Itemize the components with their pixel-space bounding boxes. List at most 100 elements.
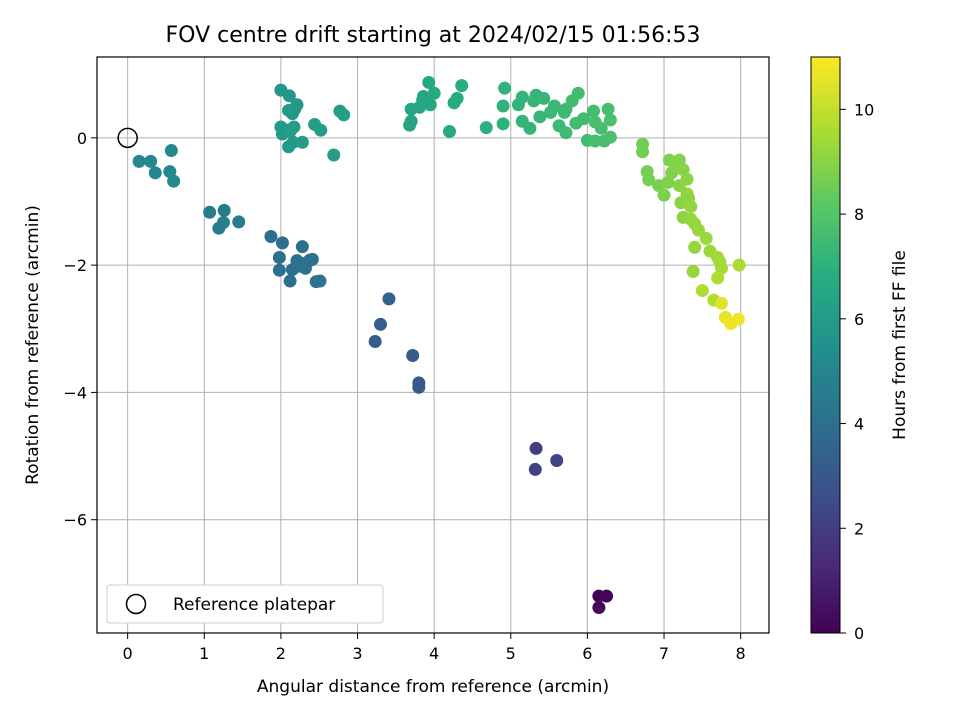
scatter-point [714, 296, 728, 310]
scatter-point [442, 124, 456, 138]
scatter-point [550, 454, 564, 468]
scatter-point [272, 250, 286, 264]
colorbar-tick-label: 10 [854, 100, 874, 119]
plot-frame [96, 56, 770, 634]
data-points [132, 75, 746, 615]
x-tick-label: 4 [429, 644, 439, 663]
colorbar: 0 2 4 6 8 10 Hours from first FF file [810, 56, 910, 643]
scatter-point [515, 90, 529, 104]
legend-marker [125, 593, 147, 615]
scatter-point [601, 102, 615, 116]
grid-lines [97, 57, 769, 633]
scatter-point [422, 75, 436, 89]
scatter-point [216, 215, 230, 229]
scatter-point [337, 108, 351, 122]
scatter-point [374, 317, 388, 331]
scatter-point [496, 99, 510, 113]
scatter-point [547, 99, 561, 113]
scatter-point [479, 121, 493, 135]
x-tick-label: 5 [506, 644, 516, 663]
scatter-point [412, 380, 426, 394]
scatter-point [450, 91, 464, 105]
scatter-point [217, 203, 231, 217]
scatter-point [404, 114, 418, 128]
scatter-point [283, 274, 297, 288]
scatter-point [603, 113, 617, 127]
scatter-point [264, 229, 278, 243]
colorbar-ticks: 0 2 4 6 8 10 [840, 100, 874, 643]
scatter-point [577, 112, 591, 126]
colorbar-gradient [810, 56, 841, 634]
scatter-point [571, 86, 585, 100]
scatter-point [686, 264, 700, 278]
scatter-point [382, 292, 396, 306]
scatter-point [167, 174, 181, 188]
scatter-point [298, 261, 312, 275]
colorbar-tick-label: 6 [854, 310, 864, 329]
colorbar-tick-label: 8 [854, 205, 864, 224]
scatter-point [642, 173, 656, 187]
scatter-point [695, 284, 709, 298]
colorbar-tick-label: 2 [854, 519, 864, 538]
scatter-point [711, 271, 725, 285]
scatter-point [275, 236, 289, 250]
colorbar-tick-label: 4 [854, 415, 864, 434]
scatter-point [684, 200, 698, 214]
scatter-point [455, 79, 469, 93]
scatter-point [327, 148, 341, 162]
scatter-point [314, 123, 328, 137]
scatter-point [657, 188, 671, 202]
chart-title: FOV centre drift starting at 2024/02/15 … [166, 23, 701, 48]
scatter-point [523, 121, 537, 135]
legend: Reference platepar [106, 584, 384, 624]
scatter-point [305, 252, 319, 266]
scatter-point [528, 462, 542, 476]
scatter-point [406, 349, 420, 363]
scatter-point [144, 154, 158, 168]
scatter-point [699, 231, 713, 245]
scatter-point [313, 274, 327, 288]
scatter-point [731, 312, 745, 326]
scatter-point [559, 126, 573, 140]
scatter-point [427, 86, 441, 100]
scatter-point [286, 135, 300, 149]
y-tick-label: −4 [63, 383, 87, 402]
scatter-point [732, 258, 746, 272]
scatter-point [283, 124, 297, 138]
scatter-point [496, 117, 510, 131]
scatter-point [529, 441, 543, 455]
colorbar-label: Hours from first FF file [890, 250, 910, 440]
scatter-point [533, 110, 547, 124]
scatter-point [282, 89, 296, 103]
y-axis-label: Rotation from reference (arcmin) [23, 205, 43, 485]
scatter-point [295, 135, 309, 149]
scatter-point [203, 205, 217, 219]
scatter-point [498, 81, 512, 95]
colorbar-tick-label: 0 [854, 624, 864, 643]
x-tick-label: 3 [352, 644, 362, 663]
scatter-point [587, 104, 601, 118]
reference-marker [117, 127, 138, 149]
x-axis-label: Angular distance from reference (arcmin) [257, 677, 609, 697]
scatter-point [588, 115, 602, 129]
x-tick-label: 6 [582, 644, 592, 663]
y-tick-label: −6 [63, 511, 87, 530]
scatter-point [603, 130, 617, 144]
scatter-point [164, 144, 178, 158]
scatter-point [368, 334, 382, 348]
scatter-point [692, 223, 706, 237]
x-tick-label: 7 [659, 644, 669, 663]
scatter-point [537, 91, 551, 105]
scatter-point [592, 601, 606, 615]
scatter-point [600, 589, 614, 603]
scatter-point [680, 172, 694, 186]
x-tick-label: 8 [736, 644, 746, 663]
scatter-point [132, 154, 146, 168]
scatter-point [295, 240, 309, 254]
y-tick-label: −2 [63, 256, 87, 275]
x-axis-ticks: 0 1 2 3 4 5 6 7 8 [123, 633, 746, 663]
x-tick-label: 1 [199, 644, 209, 663]
legend-box [106, 584, 384, 624]
scatter-point [232, 215, 246, 229]
